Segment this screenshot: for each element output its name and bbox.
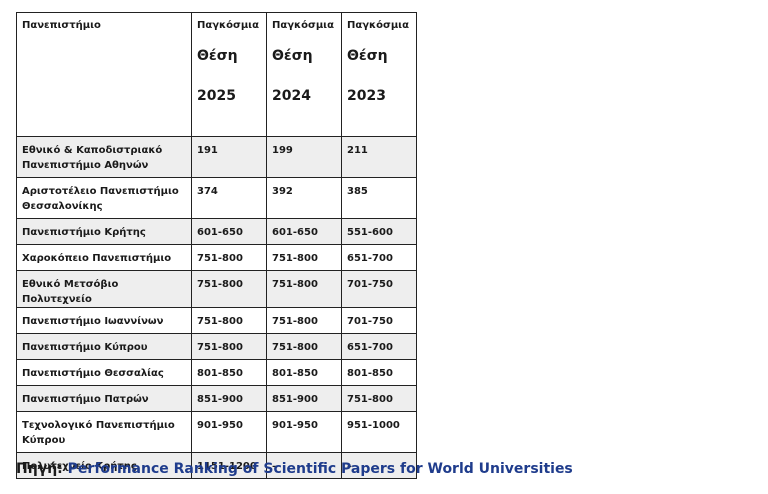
rank-2024: 751-800	[266, 307, 342, 334]
rank-2023: 211	[341, 136, 417, 178]
rank-2024: –	[266, 452, 342, 479]
table-row: Αριστοτέλειο Πανεπιστήμιο Θεσσαλονίκης 3…	[16, 177, 417, 219]
header-rank-2023: Παγκόσμια Θέση 2023	[341, 12, 417, 137]
header-rank-label: Παγκόσμια	[347, 20, 409, 31]
university-name: Πανεπιστήμιο Πατρών	[16, 385, 192, 412]
table-row: Πανεπιστήμιο Κύπρου 751-800 751-800 651-…	[16, 333, 417, 360]
table-row: Τεχνολογικό Πανεπιστήμιο Κύπρου 901-950 …	[16, 411, 417, 453]
table-row: Πολυτεχνείο Κρήτης 1151-1200 – –	[16, 452, 417, 479]
rank-2025: 374	[191, 177, 267, 219]
rank-2024: 392	[266, 177, 342, 219]
table-row: Πανεπιστήμιο Πατρών 851-900 851-900 751-…	[16, 385, 417, 412]
table-row: Πανεπιστήμιο Κρήτης 601-650 601-650 551-…	[16, 218, 417, 245]
header-university-label: Πανεπιστήμιο	[22, 20, 101, 31]
table-header-row: Πανεπιστήμιο Παγκόσμια Θέση 2025 Παγκόσμ…	[16, 12, 417, 137]
university-name: Εθνικό Μετσόβιο Πολυτεχνείο	[16, 270, 192, 308]
rank-2023: 701-750	[341, 307, 417, 334]
header-year: 2025	[197, 88, 236, 104]
rank-2024: 801-850	[266, 359, 342, 386]
rank-2023: –	[341, 452, 417, 479]
university-name: Εθνικό & Καποδιστριακό Πανεπιστήμιο Αθην…	[16, 136, 192, 178]
header-position-label: Θέση	[347, 48, 388, 64]
header-rank-2025: Παγκόσμια Θέση 2025	[191, 12, 267, 137]
header-position-label: Θέση	[197, 48, 238, 64]
rank-2025: 751-800	[191, 333, 267, 360]
table-row: Εθνικό & Καποδιστριακό Πανεπιστήμιο Αθην…	[16, 136, 417, 178]
rank-2023: 551-600	[341, 218, 417, 245]
university-name: Πολυτεχνείο Κρήτης	[16, 452, 192, 479]
university-name: Πανεπιστήμιο Θεσσαλίας	[16, 359, 192, 386]
rank-2023: 751-800	[341, 385, 417, 412]
rank-2024: 751-800	[266, 270, 342, 308]
header-rank-label: Παγκόσμια	[272, 20, 334, 31]
rank-2024: 601-650	[266, 218, 342, 245]
rank-2023: 651-700	[341, 333, 417, 360]
header-rank-2024: Παγκόσμια Θέση 2024	[266, 12, 342, 137]
rankings-table: Πανεπιστήμιο Παγκόσμια Θέση 2025 Παγκόσμ…	[16, 12, 417, 479]
rank-2025: 191	[191, 136, 267, 178]
rank-2024: 751-800	[266, 244, 342, 271]
header-year: 2023	[347, 88, 386, 104]
rank-2024: 851-900	[266, 385, 342, 412]
rank-2025: 601-650	[191, 218, 267, 245]
rank-2024: 199	[266, 136, 342, 178]
university-name: Τεχνολογικό Πανεπιστήμιο Κύπρου	[16, 411, 192, 453]
rank-2023: 701-750	[341, 270, 417, 308]
university-name: Πανεπιστήμιο Κρήτης	[16, 218, 192, 245]
header-university: Πανεπιστήμιο	[16, 12, 192, 137]
university-name: Πανεπιστήμιο Ιωαννίνων	[16, 307, 192, 334]
rank-2023: 801-850	[341, 359, 417, 386]
university-name: Χαροκόπειο Πανεπιστήμιο	[16, 244, 192, 271]
source-link[interactable]: Performance Ranking of Scientific Papers…	[67, 461, 573, 477]
rank-2024: 901-950	[266, 411, 342, 453]
university-name: Πανεπιστήμιο Κύπρου	[16, 333, 192, 360]
rank-2025: 751-800	[191, 270, 267, 308]
table-row: Χαροκόπειο Πανεπιστήμιο 751-800 751-800 …	[16, 244, 417, 271]
rank-2023: 651-700	[341, 244, 417, 271]
header-year: 2024	[272, 88, 311, 104]
header-rank-label: Παγκόσμια	[197, 20, 259, 31]
table-row: Πανεπιστήμιο Ιωαννίνων 751-800 751-800 7…	[16, 307, 417, 334]
rank-2025: 901-950	[191, 411, 267, 453]
rank-2025: 801-850	[191, 359, 267, 386]
rank-2025: 851-900	[191, 385, 267, 412]
source-caption: Πηγή: Performance Ranking of Scientific …	[16, 459, 573, 479]
rank-2025: 751-800	[191, 307, 267, 334]
rank-2023: 951-1000	[341, 411, 417, 453]
table-row: Εθνικό Μετσόβιο Πολυτεχνείο 751-800 751-…	[16, 270, 417, 308]
rank-2025: 751-800	[191, 244, 267, 271]
header-position-label: Θέση	[272, 48, 313, 64]
rank-2023: 385	[341, 177, 417, 219]
rank-2024: 751-800	[266, 333, 342, 360]
source-label: Πηγή:	[16, 461, 63, 477]
university-name: Αριστοτέλειο Πανεπιστήμιο Θεσσαλονίκης	[16, 177, 192, 219]
table-row: Πανεπιστήμιο Θεσσαλίας 801-850 801-850 8…	[16, 359, 417, 386]
